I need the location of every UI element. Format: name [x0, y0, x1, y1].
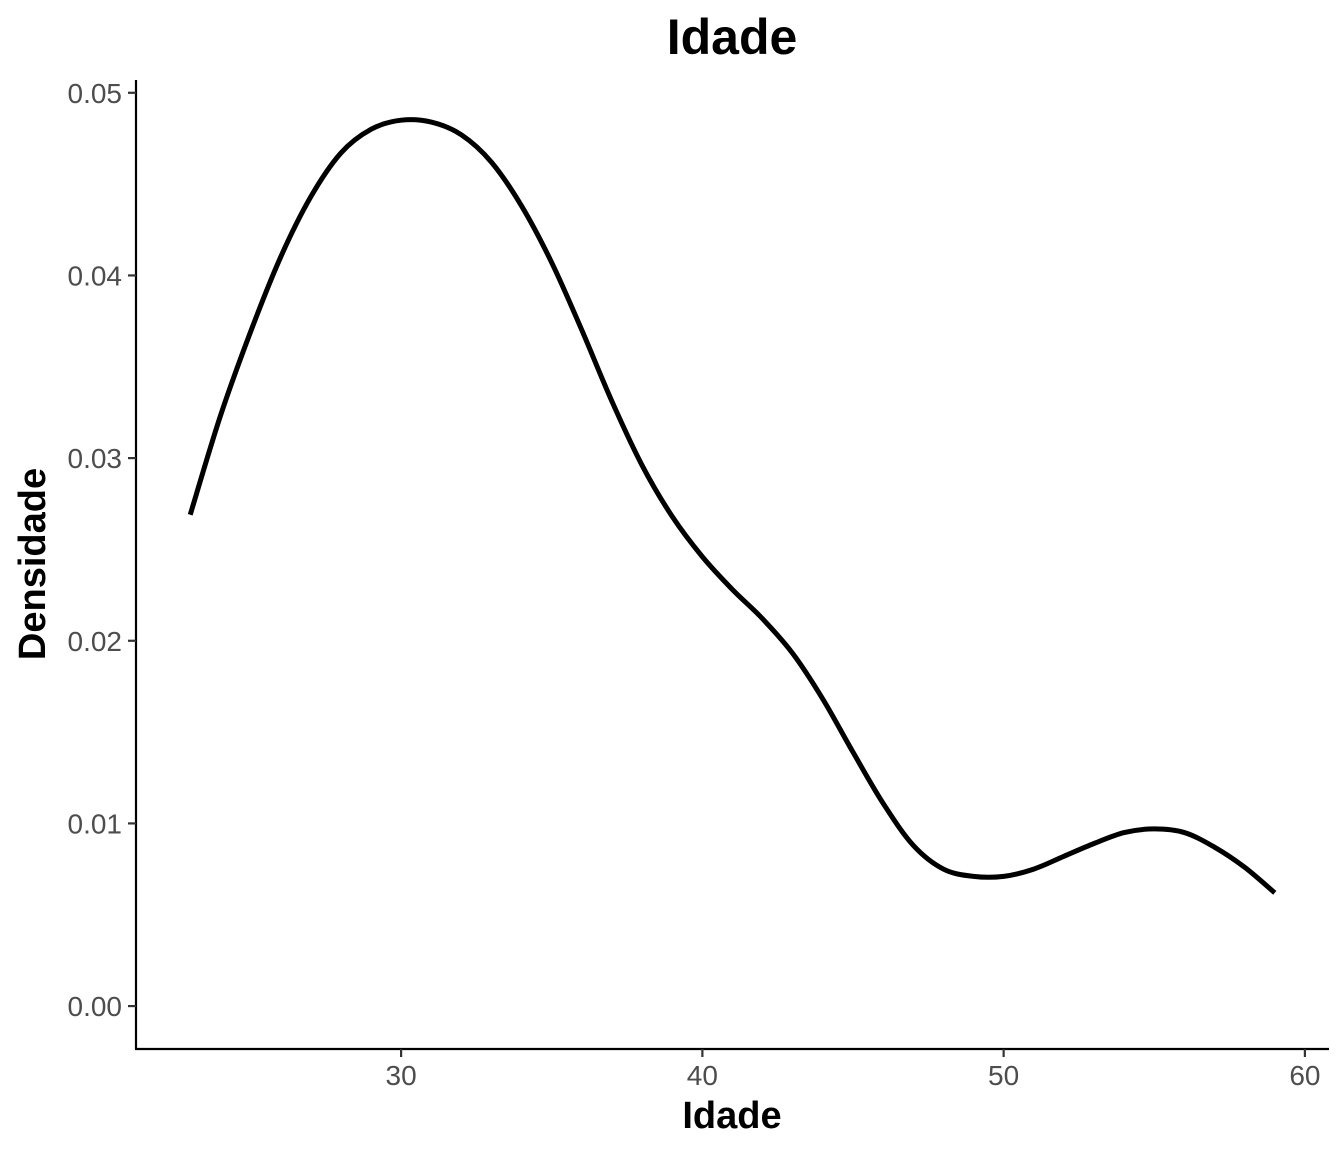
plot-area	[187, 117, 1277, 895]
y-axis-title: Densidade	[12, 468, 54, 660]
y-tick-label: 0.00	[68, 991, 123, 1022]
y-tick-label: 0.01	[68, 808, 123, 839]
density-curve	[187, 117, 1277, 895]
chart-title: Idade	[667, 9, 798, 65]
x-tick-label: 30	[386, 1060, 417, 1091]
x-axis-title: Idade	[682, 1095, 781, 1137]
y-tick-label: 0.02	[68, 626, 123, 657]
x-tick-label: 60	[1289, 1060, 1320, 1091]
y-tick-label: 0.04	[68, 260, 123, 291]
y-tick-label: 0.03	[68, 443, 123, 474]
y-axis-ticks: 0.00 0.01 0.02 0.03 0.04 0.05	[68, 78, 136, 1022]
x-axis-ticks: 30 40 50 60	[386, 1049, 1320, 1091]
x-tick-label: 50	[988, 1060, 1019, 1091]
x-tick-label: 40	[687, 1060, 718, 1091]
y-tick-label: 0.05	[68, 78, 123, 109]
